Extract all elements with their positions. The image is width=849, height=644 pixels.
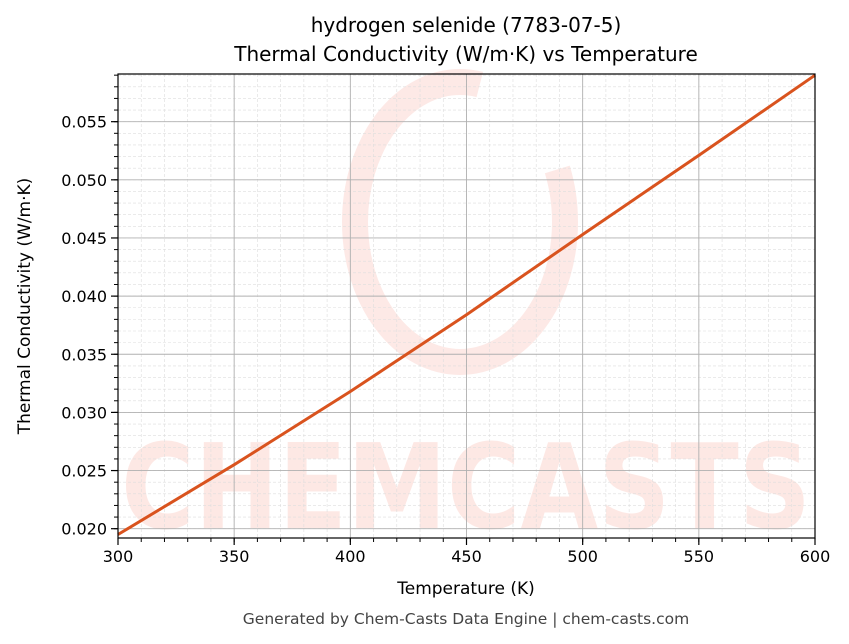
watermark: CHEMCASTS [121,69,811,556]
y-tick-label: 0.030 [61,403,107,422]
y-tick-label: 0.050 [61,171,107,190]
x-axis-label: Temperature (K) [396,579,535,599]
x-tick-label: 400 [335,547,366,566]
footer: Generated by Chem-Casts Data Engine | ch… [243,610,689,628]
x-tick-label: 500 [567,547,598,566]
y-axis-label: Thermal Conductivity (W/m·K) [15,178,35,436]
x-tick-label: 300 [103,547,134,566]
y-tick-label: 0.055 [61,113,107,132]
y-tick-label: 0.025 [61,462,107,481]
y-tick-label: 0.035 [61,345,107,364]
grid [117,74,816,538]
chart-subtitle: Thermal Conductivity (W/m·K) vs Temperat… [233,42,698,66]
plot-frame [117,73,816,539]
chart-title: hydrogen selenide (7783-07-5) [311,13,622,37]
x-tick-label: 350 [219,547,250,566]
series-line [117,73,816,536]
x-tick-label: 600 [800,547,831,566]
x-tick-label: 450 [451,547,482,566]
y-tick-label: 0.040 [61,287,107,306]
svg-text:CHEMCASTS: CHEMCASTS [121,418,811,556]
y-tick-label: 0.020 [61,520,107,539]
x-tick-label: 550 [684,547,715,566]
axis-ticks: 300 350 400 450 500 550 600 0.020 0.025 0.030 0.03… [61,74,831,566]
y-tick-label: 0.045 [61,229,107,248]
